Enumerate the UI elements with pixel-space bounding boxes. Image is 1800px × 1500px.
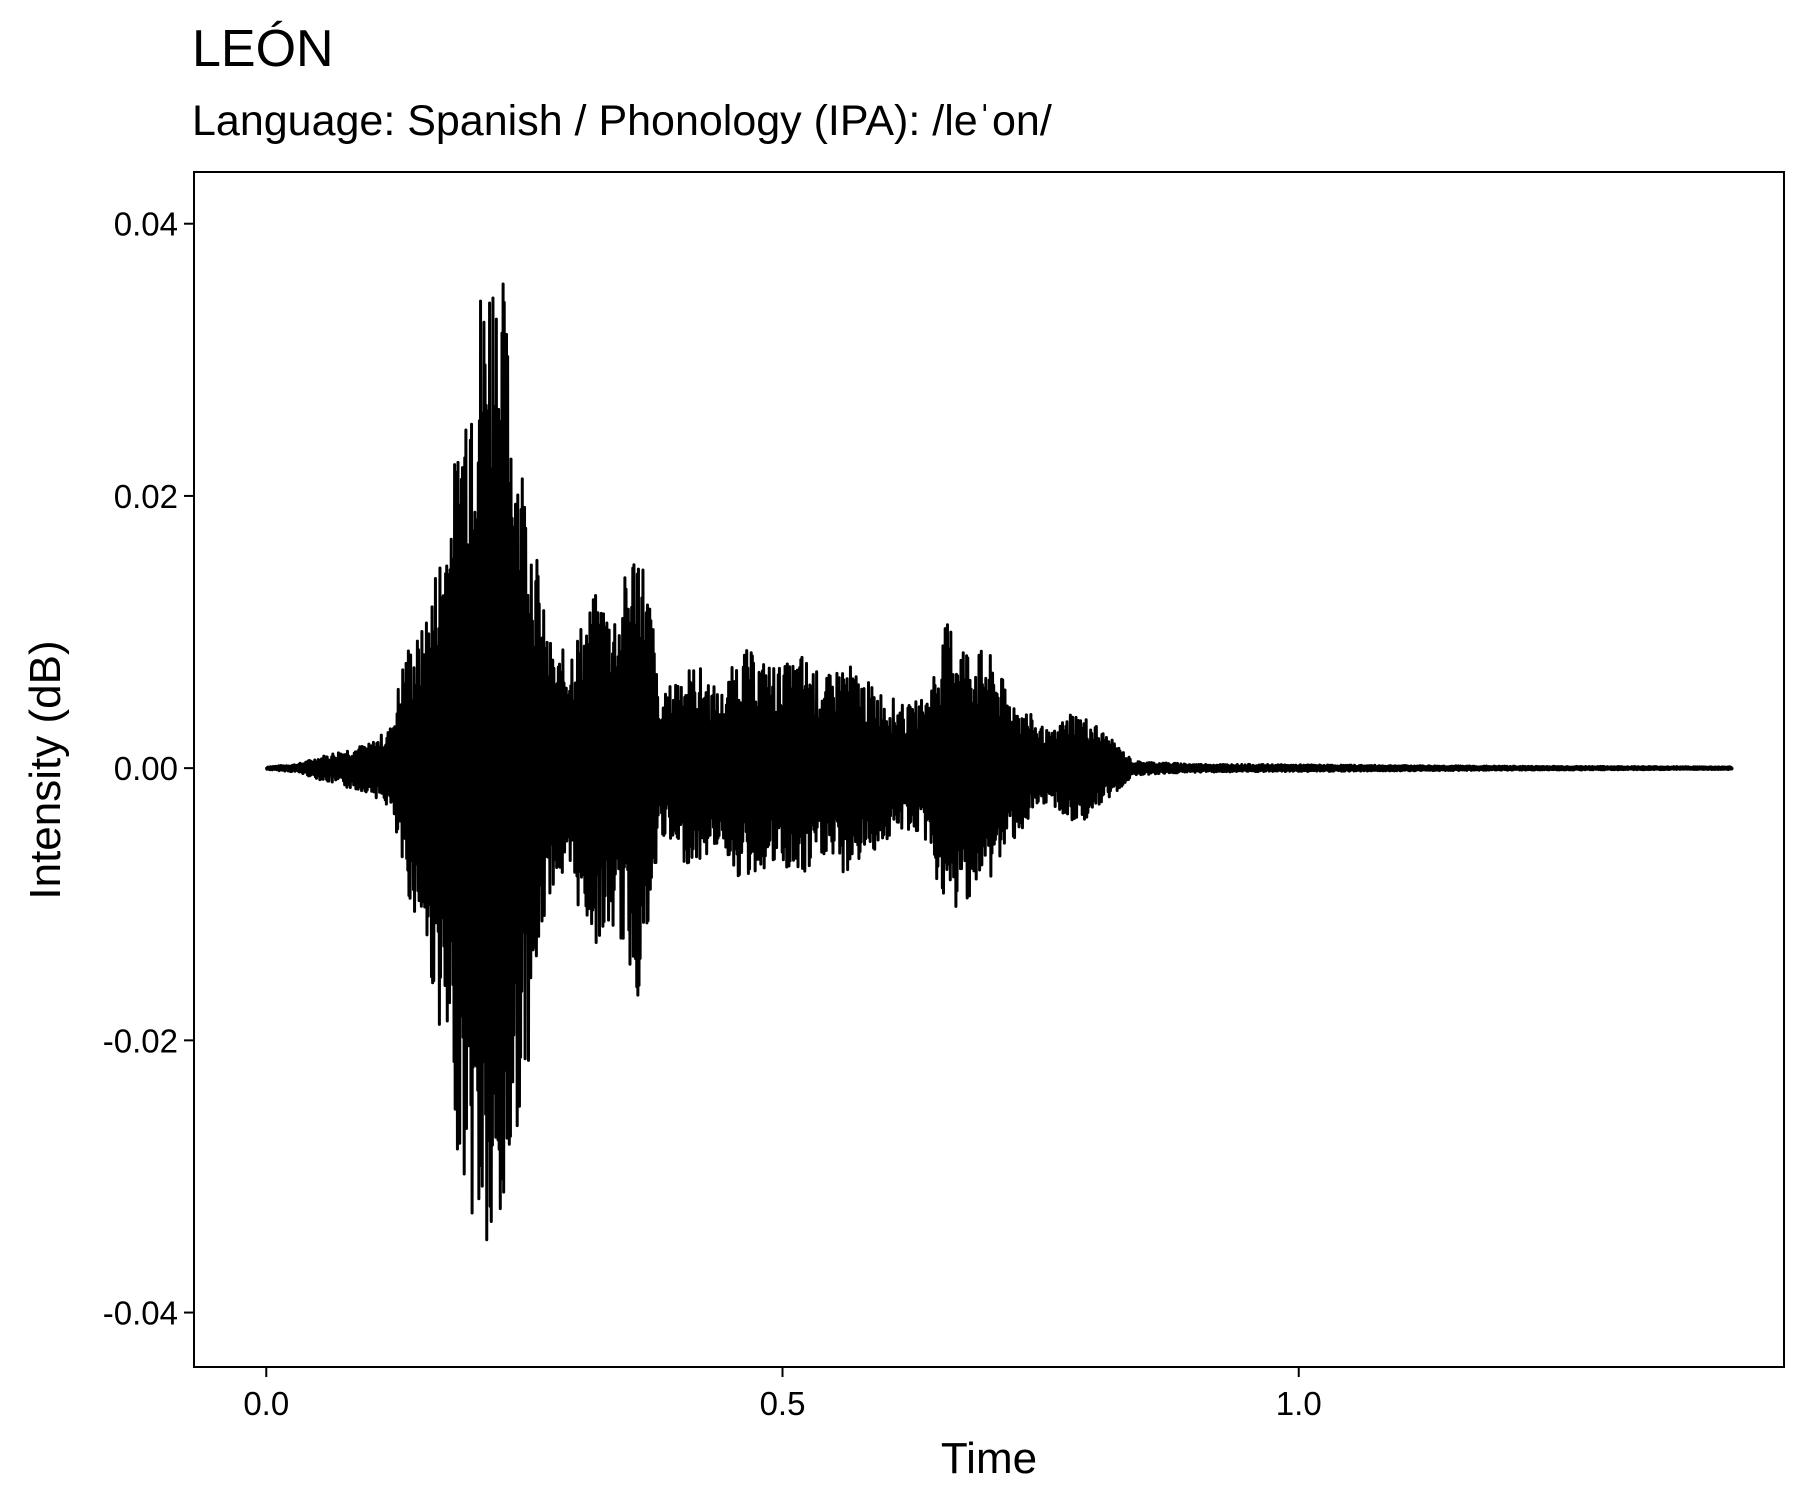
x-tick-label: 0.0 xyxy=(243,1385,289,1422)
chart-title: LEÓN xyxy=(192,20,334,78)
y-tick-label: 0.00 xyxy=(114,750,178,787)
y-tick-label: -0.04 xyxy=(103,1295,178,1332)
chart-subtitle: Language: Spanish / Phonology (IPA): /le… xyxy=(192,97,1052,145)
y-tick-label: 0.04 xyxy=(114,206,178,243)
x-tick-label: 0.5 xyxy=(760,1385,806,1422)
y-tick-label: 0.02 xyxy=(114,478,178,515)
y-axis: 0.04 0.02 0.00 -0.02 -0.04 xyxy=(103,206,194,1332)
y-axis-title: Intensity (dB) xyxy=(21,640,70,899)
x-axis: 0.0 0.5 1.0 xyxy=(243,1367,1322,1422)
x-axis-title: Time xyxy=(941,1434,1037,1483)
waveform-line xyxy=(264,282,1734,1242)
plot-panel-border xyxy=(193,171,1785,1368)
x-tick-label: 1.0 xyxy=(1276,1385,1322,1422)
y-tick-label: -0.02 xyxy=(103,1022,178,1059)
waveform xyxy=(264,282,1734,1242)
